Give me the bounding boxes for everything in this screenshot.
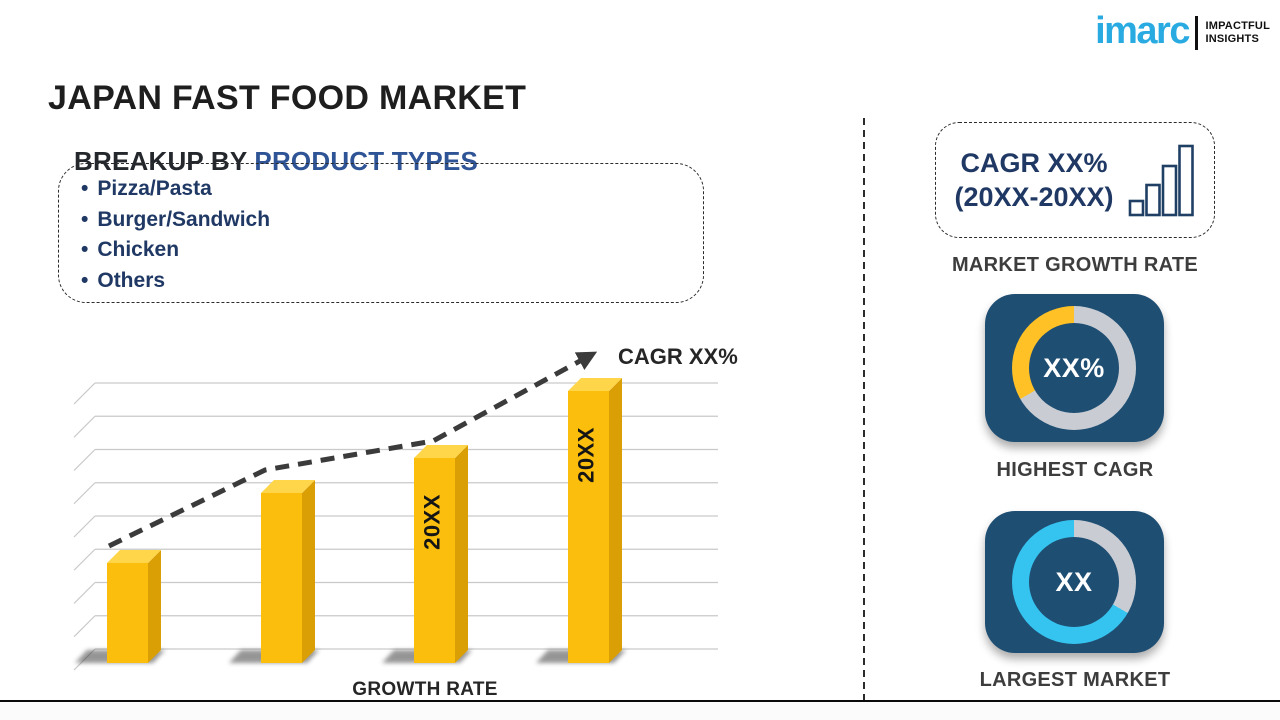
largest-market-card: XX xyxy=(985,511,1164,653)
imarc-logo: imarc IMPACTFUL INSIGHTS xyxy=(1095,12,1270,54)
highest-cagr-caption: HIGHEST CAGR xyxy=(996,459,1154,481)
breakup-heading: BREAKUP BY PRODUCT TYPES xyxy=(74,146,478,177)
logo-tagline-line2: INSIGHTS xyxy=(1205,33,1260,45)
cagr-period-line: (20XX-20XX) xyxy=(954,182,1114,212)
highest-cagr-donut-chart: XX% xyxy=(1012,306,1136,430)
breakup-heading-highlight: PRODUCT TYPES xyxy=(254,145,479,176)
bar-year-label: 20XX xyxy=(574,427,599,483)
footer-rule xyxy=(0,700,1280,702)
logo-tagline-line1: IMPACTFUL xyxy=(1205,20,1270,33)
chart-bars: 20XX 20XX xyxy=(75,378,626,663)
largest-market-donut-chart: XX xyxy=(1012,520,1136,644)
imarc-logo-wordmark: imarc xyxy=(1095,10,1190,52)
vertical-dashed-divider xyxy=(863,118,865,700)
list-item: Chicken xyxy=(81,235,703,266)
largest-market-caption: LARGEST MARKET xyxy=(979,669,1171,691)
cagr-trend-line xyxy=(107,351,598,549)
cagr-trend-label: CAGR XX% xyxy=(618,344,738,369)
growth-rate-bar-chart: 20XX 20XX CAGR XX% xyxy=(73,344,738,671)
donut-hole: XX% xyxy=(1029,323,1119,413)
donut-hole: XX xyxy=(1029,537,1119,627)
bar-2 xyxy=(229,480,319,663)
list-item: Others xyxy=(81,266,703,297)
page-title: JAPAN FAST FOOD MARKET xyxy=(48,78,527,117)
largest-market-value: XX xyxy=(1055,566,1093,597)
breakup-items-box: Pizza/Pasta Burger/Sandwich Chicken Othe… xyxy=(58,163,704,303)
market-growth-rate-caption: MARKET GROWTH RATE xyxy=(951,254,1199,276)
footer-strip xyxy=(0,702,1280,720)
bar-1 xyxy=(75,550,165,663)
bar-year-label: 20XX xyxy=(420,494,445,550)
bar-4: 20XX xyxy=(536,378,626,663)
highest-cagr-value: XX% xyxy=(1043,352,1105,383)
chart-x-axis-title: GROWTH RATE xyxy=(352,679,498,700)
ascending-bars-icon xyxy=(1128,144,1194,217)
bar-3: 20XX xyxy=(382,445,472,663)
list-item: Pizza/Pasta xyxy=(81,174,703,205)
logo-divider-bar xyxy=(1194,16,1199,50)
cagr-summary-text: CAGR XX% (20XX-20XX) xyxy=(954,146,1113,214)
cagr-value-line: CAGR XX% xyxy=(960,148,1108,178)
list-item: Burger/Sandwich xyxy=(81,205,703,236)
highest-cagr-card: XX% xyxy=(985,294,1164,442)
logo-tagline: IMPACTFUL INSIGHTS xyxy=(1205,20,1270,45)
breakup-list: Pizza/Pasta Burger/Sandwich Chicken Othe… xyxy=(59,164,703,296)
cagr-summary-box: CAGR XX% (20XX-20XX) xyxy=(935,122,1215,238)
breakup-heading-prefix: BREAKUP BY xyxy=(74,145,255,176)
